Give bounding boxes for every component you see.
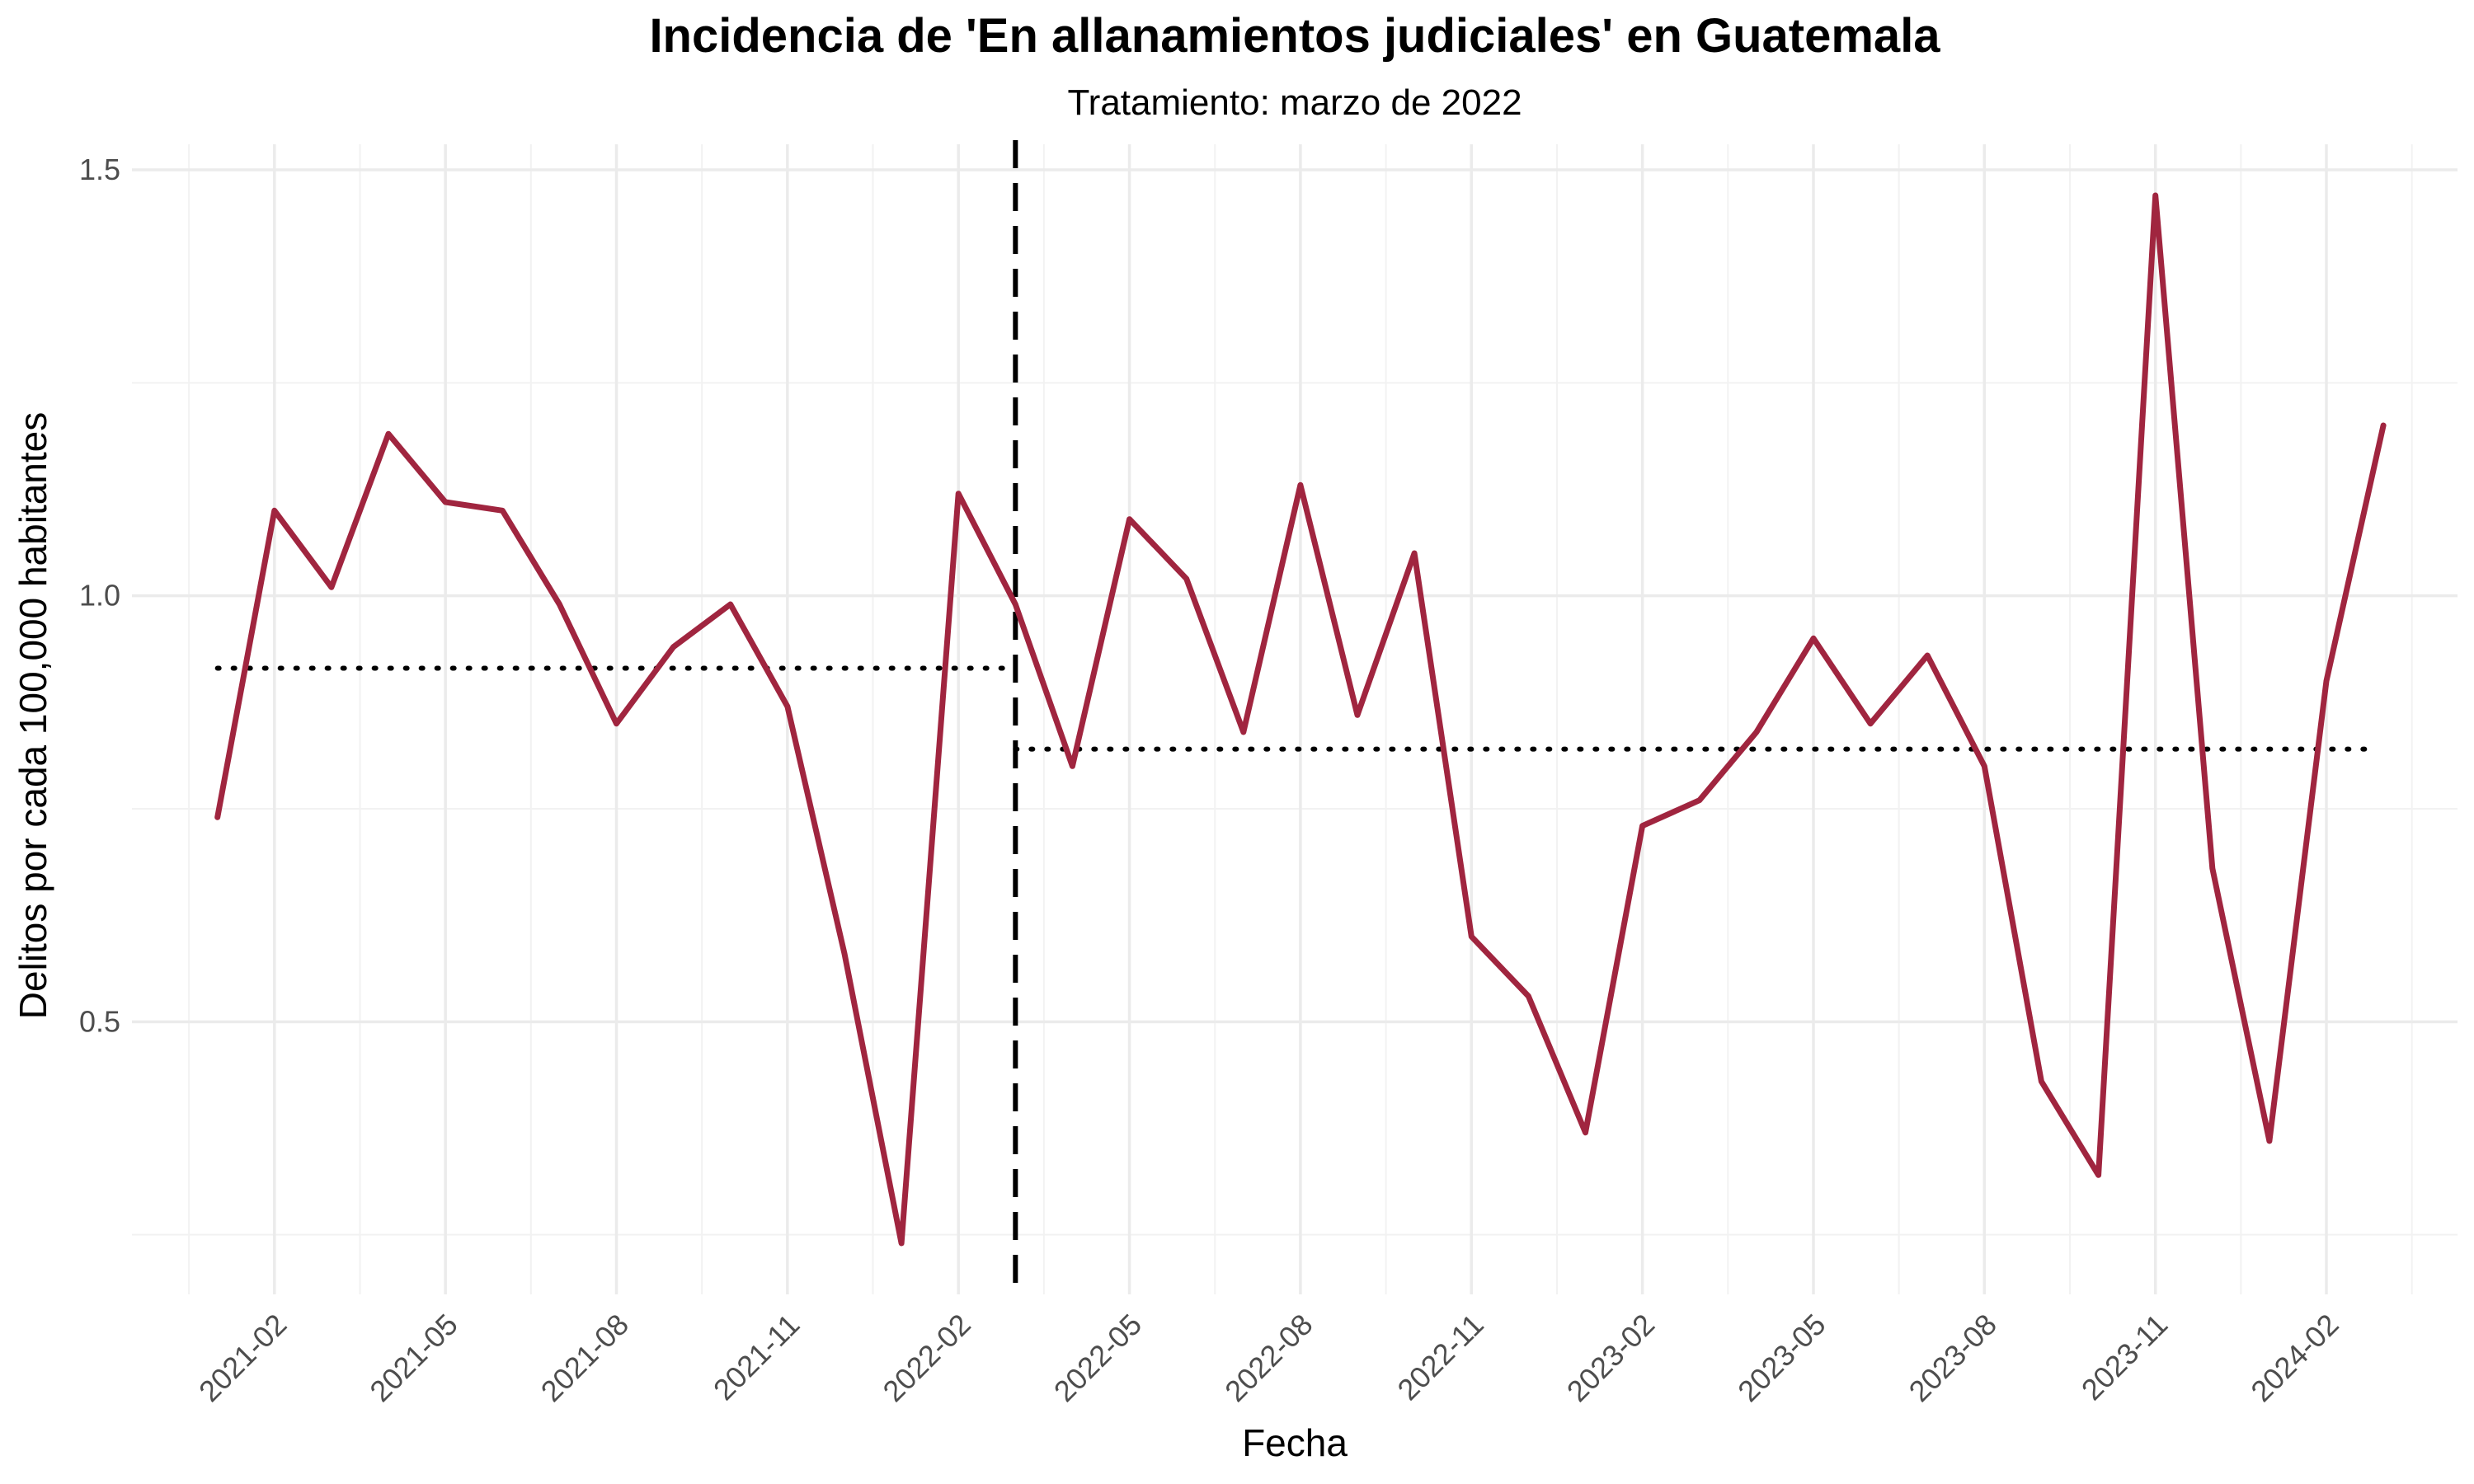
data-point xyxy=(1412,551,1418,556)
data-point xyxy=(2039,1078,2044,1084)
data-point xyxy=(328,585,334,590)
data-point xyxy=(2095,1172,2101,1178)
data-point xyxy=(1126,516,1132,522)
data-point xyxy=(614,721,619,726)
y-tick-label: 1.0 xyxy=(79,579,120,613)
data-point xyxy=(386,431,392,437)
x-axis-tick-labels: 2021-02 2021-05 2021-08 2021-11 2022-02 2022-… xyxy=(192,1308,2345,1408)
data-point xyxy=(841,951,847,956)
data-point xyxy=(1868,721,1874,726)
data-point xyxy=(1297,482,1303,488)
chart-subtitle: Tratamiento: marzo de 2022 xyxy=(1067,82,1522,123)
major-gridlines-x xyxy=(275,144,2326,1294)
y-axis-tick-labels: 0.5 1.0 1.5 xyxy=(79,153,120,1038)
chart-title: Incidencia de 'En allanamientos judicial… xyxy=(649,9,1940,63)
y-tick-label: 1.5 xyxy=(79,153,120,186)
x-tick-label: 2023-08 xyxy=(1903,1308,2003,1408)
x-tick-label: 2021-08 xyxy=(534,1308,635,1408)
data-point xyxy=(2209,866,2215,871)
data-point xyxy=(1070,763,1075,769)
data-point xyxy=(1355,712,1361,718)
data-point xyxy=(1810,636,1816,641)
x-tick-label: 2023-05 xyxy=(1731,1308,1832,1408)
data-point xyxy=(1469,934,1475,940)
x-tick-label: 2024-02 xyxy=(2244,1308,2345,1408)
y-axis-title: Delitos por cada 100,000 habitantes xyxy=(12,412,54,1020)
data-point xyxy=(557,602,562,608)
data-point xyxy=(2266,1139,2272,1144)
data-point xyxy=(214,815,220,820)
data-point xyxy=(2152,193,2158,199)
data-point xyxy=(727,602,733,608)
data-point xyxy=(1583,1129,1588,1135)
x-tick-label: 2023-11 xyxy=(2075,1308,2175,1407)
data-point xyxy=(899,1241,905,1247)
y-tick-label: 0.5 xyxy=(79,1004,120,1038)
data-point xyxy=(1982,763,1987,769)
x-tick-label: 2022-11 xyxy=(1390,1308,1490,1407)
data-point xyxy=(1183,576,1189,582)
data-point xyxy=(2381,423,2387,429)
data-point xyxy=(784,704,790,710)
x-tick-label: 2021-05 xyxy=(363,1308,463,1408)
data-point xyxy=(1013,602,1018,608)
data-point xyxy=(443,500,449,505)
data-point xyxy=(956,491,962,496)
data-point xyxy=(271,508,277,514)
data-point xyxy=(1696,797,1702,803)
x-tick-label: 2022-08 xyxy=(1218,1308,1319,1408)
data-point xyxy=(1526,993,1531,999)
data-point xyxy=(1240,730,1246,735)
data-point xyxy=(1753,730,1759,735)
x-tick-label: 2023-02 xyxy=(1560,1308,1661,1408)
data-point xyxy=(2324,679,2330,684)
data-point xyxy=(1925,653,1931,659)
reference-lines xyxy=(218,140,2378,1294)
x-tick-label: 2021-11 xyxy=(707,1308,807,1407)
x-axis-title: Fecha xyxy=(1242,1421,1348,1464)
x-tick-label: 2021-02 xyxy=(192,1308,293,1408)
data-point xyxy=(1639,823,1645,829)
x-tick-label: 2022-02 xyxy=(876,1308,976,1408)
x-tick-label: 2022-05 xyxy=(1047,1308,1148,1408)
major-gridlines-y xyxy=(132,170,2458,1021)
data-point xyxy=(670,644,676,650)
data-point xyxy=(500,508,506,514)
